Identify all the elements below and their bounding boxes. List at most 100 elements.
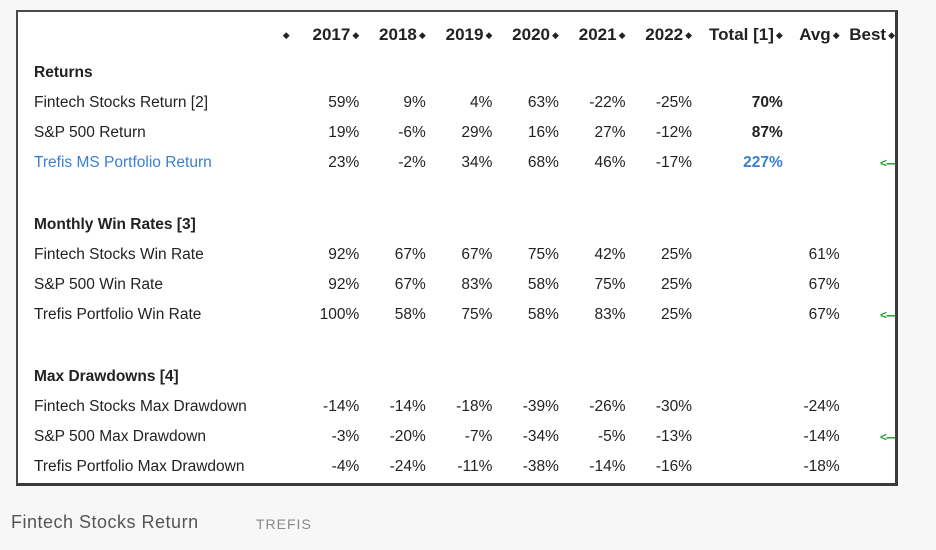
label-column-header: ◆ (30, 20, 293, 50)
year-value-cell: 19% (328, 124, 360, 141)
year-value-cell: -14% (389, 398, 426, 415)
sort-icon[interactable]: ◆ (832, 30, 840, 40)
year-value-cell: -26% (589, 398, 626, 415)
total-cell (692, 392, 783, 422)
year-value-cell: 83% (461, 276, 493, 293)
sort-icon[interactable]: ◆ (282, 30, 290, 40)
year-value-cell: -18% (456, 398, 493, 415)
year-value-cell: -20% (389, 428, 426, 445)
returns-table-frame: ◆ 2017 ◆ 2018 ◆ 2019 ◆ 2020 ◆ 2021 ◆ 2022 ◆ To… (16, 10, 898, 486)
year-value-cell: -14% (323, 398, 360, 415)
avg-cell: 67% (808, 306, 840, 323)
year-value-cell: 27% (594, 124, 626, 141)
table-row: S&P 500 Max Drawdown -3% -20% -7% -34% -5% -13… (30, 422, 896, 452)
year-value-cell: -34% (522, 428, 559, 445)
year-value-cell: 4% (469, 94, 493, 111)
avg-cell: -14% (803, 428, 840, 445)
total-cell (692, 452, 783, 482)
year-value-cell: -6% (398, 124, 426, 141)
year-value-cell: -17% (655, 154, 693, 171)
table-row: Fintech Stocks Return [2] 59% 9% 4% 63% -22% -… (30, 88, 895, 118)
year-value-cell: -2% (398, 154, 426, 171)
table-row: Trefis MS Portfolio Return 23% -2% 34% 68% 46… (30, 148, 896, 178)
best-indicator (840, 240, 895, 270)
year-value-cell: -11% (457, 458, 493, 475)
column-header-2019[interactable]: 2019 ◆ (445, 25, 493, 44)
section-spacer (30, 330, 895, 354)
year-value-cell: 83% (594, 306, 626, 323)
column-header-total[interactable]: Total [1] ◆ (709, 25, 783, 44)
sort-icon[interactable]: ◆ (352, 30, 360, 40)
year-value-cell: -13% (655, 428, 693, 445)
sort-icon[interactable]: ◆ (552, 30, 559, 40)
returns-table: ◆ 2017 ◆ 2018 ◆ 2019 ◆ 2020 ◆ 2021 ◆ 2022 ◆ To… (30, 20, 896, 482)
year-value-cell: 34% (461, 154, 493, 171)
figure-caption: Fintech Stocks Return (11, 512, 199, 532)
table-row: Trefis Portfolio Win Rate 100% 58% 75% 58% 83… (30, 300, 896, 330)
year-value-cell: 75% (461, 306, 493, 323)
figure-source: TREFIS (256, 516, 312, 532)
column-header-2017[interactable]: 2017 ◆ (312, 25, 360, 44)
column-header-avg[interactable]: Avg ◆ (799, 25, 840, 44)
table-header-row: ◆ 2017 ◆ 2018 ◆ 2019 ◆ 2020 ◆ 2021 ◆ 2022 ◆ To… (30, 20, 895, 50)
row-label: Fintech Stocks Return [2] (34, 94, 209, 111)
sort-icon[interactable]: ◆ (618, 30, 626, 40)
year-value-cell: 16% (527, 124, 559, 141)
total-cell (692, 300, 783, 330)
row-label: Fintech Stocks Max Drawdown (34, 398, 247, 415)
year-value-cell: 42% (594, 246, 626, 263)
section-header-row: Returns (30, 50, 895, 88)
column-header-2022[interactable]: 2022 ◆ (645, 25, 693, 44)
avg-cell (783, 88, 840, 118)
year-value-cell: 67% (394, 276, 426, 293)
sort-icon[interactable]: ◆ (775, 30, 783, 40)
year-value-cell: 58% (527, 306, 559, 323)
section-spacer (30, 178, 895, 202)
sort-icon[interactable]: ◆ (485, 30, 493, 40)
year-value-cell: 25% (661, 306, 693, 323)
year-value-cell: 58% (527, 276, 559, 293)
year-value-cell: 67% (394, 246, 426, 263)
section-header-row: Monthly Win Rates [3] (30, 202, 895, 240)
total-cell (692, 270, 783, 300)
row-label[interactable]: Trefis MS Portfolio Return (34, 154, 212, 171)
column-header-2018[interactable]: 2018 ◆ (379, 25, 426, 44)
total-cell (692, 422, 783, 452)
year-value-cell: -16% (655, 458, 693, 475)
sort-icon[interactable]: ◆ (888, 30, 895, 40)
best-indicator (840, 392, 895, 422)
year-value-cell: 25% (661, 276, 693, 293)
sort-icon[interactable]: ◆ (418, 30, 426, 40)
best-indicator: <--- (880, 430, 896, 444)
total-cell (692, 240, 783, 270)
column-header-2020[interactable]: 2020 ◆ (512, 25, 559, 44)
year-value-cell: 67% (461, 246, 493, 263)
sort-icon[interactable]: ◆ (685, 30, 693, 40)
row-label: Trefis Portfolio Max Drawdown (34, 458, 245, 475)
year-value-cell: -30% (655, 398, 693, 415)
year-value-cell: 59% (328, 94, 360, 111)
best-indicator (840, 452, 895, 482)
table-row: S&P 500 Win Rate 92% 67% 83% 58% 75% 25% 67% (30, 270, 895, 300)
best-indicator (840, 118, 895, 148)
year-value-cell: 100% (319, 306, 360, 323)
year-value-cell: -38% (522, 458, 559, 475)
avg-cell: 61% (808, 246, 840, 263)
year-value-cell: 58% (394, 306, 426, 323)
section-title: Returns (34, 64, 93, 81)
column-header-2021[interactable]: 2021 ◆ (578, 25, 626, 44)
table-row: Fintech Stocks Max Drawdown -14% -14% -18% -… (30, 392, 895, 422)
table-row: Trefis Portfolio Max Drawdown -4% -24% -11%… (30, 452, 895, 482)
row-label: Trefis Portfolio Win Rate (34, 306, 202, 323)
year-value-cell: 68% (527, 154, 559, 171)
column-header-best[interactable]: Best ◆ (849, 25, 895, 44)
row-label: S&P 500 Win Rate (34, 276, 163, 293)
table-row: Fintech Stocks Win Rate 92% 67% 67% 75% 42% 25… (30, 240, 895, 270)
avg-cell (783, 148, 840, 178)
section-title: Max Drawdowns [4] (34, 368, 179, 385)
year-value-cell: 75% (594, 276, 626, 293)
section-title: Monthly Win Rates [3] (34, 216, 196, 233)
year-value-cell: -12% (655, 124, 693, 141)
avg-cell: 67% (808, 276, 840, 293)
year-value-cell: -3% (331, 428, 360, 445)
